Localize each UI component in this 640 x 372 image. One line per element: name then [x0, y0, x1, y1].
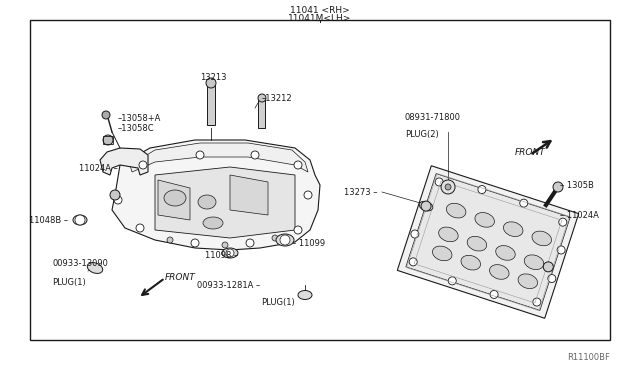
Ellipse shape	[467, 236, 486, 251]
Circle shape	[110, 190, 120, 200]
Polygon shape	[100, 148, 148, 175]
Circle shape	[258, 94, 266, 102]
Circle shape	[409, 258, 417, 266]
Circle shape	[533, 298, 541, 306]
Text: 13213: 13213	[200, 73, 227, 82]
Circle shape	[206, 78, 216, 88]
Ellipse shape	[276, 234, 294, 246]
Polygon shape	[406, 174, 570, 310]
Ellipse shape	[73, 215, 87, 225]
Text: PLUG(1): PLUG(1)	[261, 298, 295, 307]
Text: 11024A –: 11024A –	[79, 164, 118, 173]
Ellipse shape	[87, 263, 102, 273]
Ellipse shape	[518, 274, 538, 289]
Circle shape	[75, 215, 85, 225]
Text: PLUG(1): PLUG(1)	[52, 278, 86, 287]
Circle shape	[478, 186, 486, 193]
Ellipse shape	[419, 201, 433, 211]
Ellipse shape	[496, 246, 515, 260]
Bar	[258, 100, 265, 128]
Text: 00933-13090: 00933-13090	[52, 259, 108, 268]
Circle shape	[557, 246, 565, 254]
Polygon shape	[230, 175, 268, 215]
Text: – 11024A: – 11024A	[560, 211, 599, 219]
Circle shape	[251, 151, 259, 159]
Circle shape	[445, 184, 451, 190]
Circle shape	[246, 239, 254, 247]
Polygon shape	[112, 140, 320, 250]
Text: FRONT: FRONT	[165, 273, 196, 282]
Text: – 11099: – 11099	[292, 238, 325, 247]
Circle shape	[294, 161, 302, 169]
Text: 00933-1281A –: 00933-1281A –	[196, 281, 260, 290]
Circle shape	[103, 135, 113, 145]
Ellipse shape	[461, 255, 481, 270]
Circle shape	[548, 275, 556, 282]
Circle shape	[559, 218, 567, 226]
Text: –13058C: –13058C	[118, 124, 155, 132]
Text: 08931-71800: 08931-71800	[405, 113, 461, 122]
Circle shape	[520, 199, 528, 207]
Text: R11100BF: R11100BF	[567, 353, 610, 362]
Bar	[207, 85, 215, 125]
Ellipse shape	[433, 246, 452, 261]
Text: 13273 –: 13273 –	[344, 187, 378, 196]
Ellipse shape	[475, 212, 495, 227]
Text: FRONT: FRONT	[515, 148, 546, 157]
Circle shape	[196, 151, 204, 159]
Ellipse shape	[198, 195, 216, 209]
Ellipse shape	[524, 255, 544, 270]
Bar	[103, 136, 113, 144]
Ellipse shape	[490, 264, 509, 279]
Circle shape	[114, 196, 122, 204]
Circle shape	[441, 180, 455, 194]
Text: PLUG(2): PLUG(2)	[405, 130, 439, 139]
Text: –13058+A: –13058+A	[118, 113, 161, 122]
Text: 11098 –: 11098 –	[205, 251, 238, 260]
Circle shape	[448, 277, 456, 285]
Ellipse shape	[438, 227, 458, 242]
Ellipse shape	[298, 291, 312, 299]
Text: 11041 <RH>: 11041 <RH>	[290, 6, 350, 15]
Ellipse shape	[532, 231, 552, 246]
Circle shape	[272, 235, 278, 241]
Text: – 1305B: – 1305B	[560, 180, 594, 189]
Circle shape	[490, 291, 498, 298]
Circle shape	[304, 191, 312, 199]
Text: 11041M<LH>: 11041M<LH>	[288, 13, 352, 22]
Circle shape	[139, 161, 147, 169]
Polygon shape	[158, 180, 190, 220]
Ellipse shape	[446, 203, 466, 218]
Circle shape	[191, 239, 199, 247]
Polygon shape	[155, 167, 295, 238]
Circle shape	[222, 242, 228, 248]
Circle shape	[411, 230, 419, 238]
Text: 11048B –: 11048B –	[29, 215, 68, 224]
Circle shape	[226, 249, 234, 257]
Bar	[30, 20, 610, 340]
Circle shape	[167, 237, 173, 243]
Polygon shape	[397, 166, 579, 318]
Ellipse shape	[504, 222, 523, 237]
Circle shape	[421, 201, 431, 211]
Circle shape	[553, 182, 563, 192]
Circle shape	[420, 202, 428, 209]
Ellipse shape	[164, 190, 186, 206]
Circle shape	[294, 226, 302, 234]
Ellipse shape	[203, 217, 223, 229]
Circle shape	[435, 178, 443, 186]
Circle shape	[136, 224, 144, 232]
Circle shape	[543, 262, 553, 272]
Circle shape	[102, 111, 110, 119]
Polygon shape	[130, 143, 308, 172]
Text: –13212: –13212	[262, 93, 292, 103]
Circle shape	[280, 235, 290, 245]
Ellipse shape	[222, 248, 238, 258]
